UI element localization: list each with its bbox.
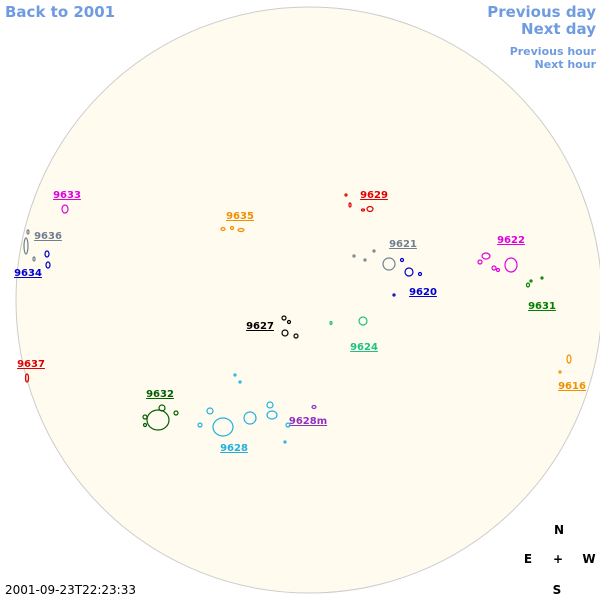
- region-label[interactable]: 9616: [558, 381, 586, 392]
- sunspot-contour: [229, 225, 235, 231]
- sunspot-contour: [32, 256, 36, 262]
- sunspot-contour: [146, 409, 170, 431]
- region-label[interactable]: 9634: [14, 268, 42, 279]
- sunspot-contour: [243, 411, 257, 425]
- sunspot-contour: [352, 254, 356, 258]
- sunspot-contour: [529, 279, 533, 283]
- sunspot-contour: [142, 422, 148, 428]
- sunspot-contour: [23, 237, 29, 255]
- sunspot-contour: [558, 370, 562, 374]
- previous-hour-link[interactable]: Previous hour: [509, 45, 596, 58]
- sunspot-contour: [491, 265, 497, 271]
- sunspot-contour: [238, 380, 242, 384]
- compass-east: E: [524, 552, 532, 566]
- regions: 9633 9635 9629 9636 9634 9621 9622 9620 9631 9627…: [14, 190, 586, 454]
- sunspot-contour: [233, 373, 237, 377]
- sunspot-contour: [197, 422, 203, 428]
- region-label[interactable]: 9624: [350, 342, 378, 353]
- sunspot-contour: [372, 249, 376, 253]
- sunspot-contour: [266, 410, 278, 420]
- region-label[interactable]: 9633: [53, 190, 81, 201]
- sunspot-contour: [311, 404, 317, 410]
- sunspot-contour: [24, 373, 30, 383]
- sunspot-contour: [382, 257, 396, 271]
- compass-center: +: [553, 552, 563, 566]
- region-label[interactable]: 9621: [389, 239, 417, 250]
- sunspot-contour: [283, 440, 287, 444]
- previous-day-link[interactable]: Previous day: [487, 3, 596, 21]
- sunspot-contour: [142, 414, 148, 420]
- sunspot-contour: [348, 202, 352, 208]
- sunspot-contour: [363, 258, 367, 262]
- sunspot-contour: [45, 261, 51, 269]
- sunspot-contour: [525, 282, 531, 288]
- sunspot-contour: [358, 316, 368, 326]
- compass-north: N: [554, 523, 564, 537]
- sunspot-contour: [26, 229, 30, 235]
- sunspot-contour: [417, 271, 423, 277]
- sunspot-contour: [293, 333, 299, 339]
- sunspot-contour: [504, 257, 518, 273]
- sunspot-contour: [366, 205, 374, 213]
- solar-disk: [15, 6, 600, 594]
- sunspot-contour: [404, 267, 414, 277]
- sunspot-contour: [360, 208, 366, 212]
- next-hour-link[interactable]: Next hour: [534, 58, 597, 71]
- compass: N E + W S: [524, 523, 596, 597]
- sunspot-contour: [540, 276, 544, 280]
- sunspot-contour: [285, 422, 291, 428]
- region-label[interactable]: 9628m: [289, 416, 327, 427]
- sunspot-contour: [281, 329, 289, 337]
- region-label[interactable]: 9632: [146, 389, 174, 400]
- sunspot-contour: [173, 410, 179, 416]
- region-label[interactable]: 9622: [497, 235, 525, 246]
- sunspot-contour: [344, 193, 348, 197]
- region-label[interactable]: 9635: [226, 211, 254, 222]
- back-year-link[interactable]: Back to 2001: [5, 3, 116, 21]
- sunspot-contour: [158, 404, 166, 412]
- sunspot-contour: [281, 315, 287, 321]
- timestamp: 2001-09-23T22:23:33: [5, 583, 136, 597]
- next-day-link[interactable]: Next day: [521, 20, 596, 38]
- compass-south: S: [553, 583, 562, 597]
- region-label[interactable]: 9628: [220, 443, 248, 454]
- sunspot-contour: [477, 259, 483, 265]
- region-label[interactable]: 9627: [246, 321, 274, 332]
- sunspot-contour: [206, 407, 214, 415]
- sunspot-contour: [399, 257, 405, 263]
- sunspot-contour: [481, 252, 491, 260]
- region-label[interactable]: 9637: [17, 359, 45, 370]
- region-label[interactable]: 9620: [409, 287, 437, 298]
- region-label[interactable]: 9636: [34, 231, 62, 242]
- sunspot-contour: [61, 204, 69, 214]
- sunspot-contour: [44, 250, 50, 258]
- sunspot-contour: [212, 417, 234, 437]
- sunspot-contour: [286, 319, 292, 325]
- sunspot-contour: [237, 227, 245, 233]
- region-label[interactable]: 9629: [360, 190, 388, 201]
- sunspot-contour: [392, 293, 396, 297]
- compass-west: W: [582, 552, 595, 566]
- sunspot-contour: [220, 226, 226, 232]
- sunspot-contour: [266, 401, 274, 409]
- region-label[interactable]: 9631: [528, 301, 556, 312]
- sunspot-contour: [495, 267, 501, 273]
- sunspot-contour: [566, 354, 572, 364]
- sunspot-contour: [329, 320, 333, 326]
